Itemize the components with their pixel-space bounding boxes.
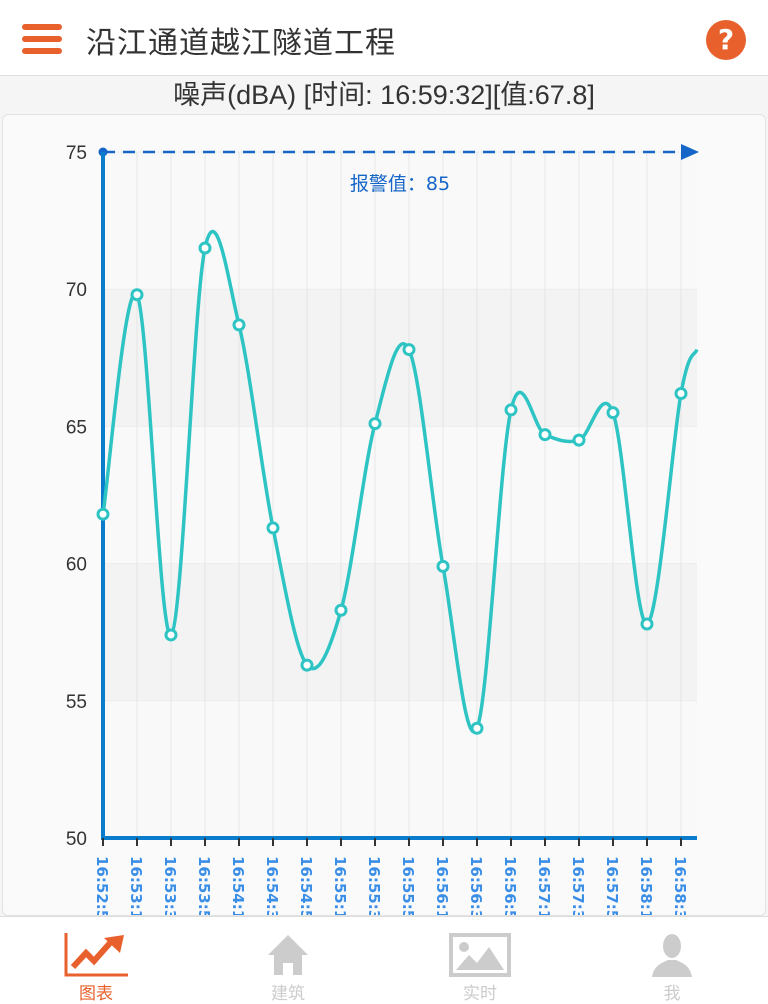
x-tick-label: 16:56:5 — [501, 856, 519, 916]
app-header: 沿江通道越江隧道工程 ? — [0, 0, 768, 76]
grid-band — [103, 289, 697, 427]
data-point — [266, 521, 280, 535]
x-tick-label: 16:58:1 — [637, 856, 655, 916]
house-icon — [268, 935, 308, 975]
x-tick-label: 16:53:3 — [161, 856, 179, 916]
chart-panel: 50 55 60 65 70 75 报警值：85 16:52:5 16:53:1 16:53:3 1… — [2, 114, 766, 916]
nav-label: 建筑 — [271, 984, 305, 1004]
x-tick-label: 16:57:1 — [535, 856, 553, 916]
data-point — [674, 386, 688, 400]
chart-icon — [64, 933, 128, 977]
x-tick-label: 16:54:3 — [263, 856, 281, 916]
page-title: 沿江通道越江隧道工程 — [86, 26, 396, 61]
data-point — [96, 507, 110, 521]
alarm-label: 报警值：85 — [350, 173, 450, 195]
nav-item-chart[interactable]: 图表 — [0, 917, 192, 1004]
data-point — [436, 559, 450, 573]
x-tick-label: 16:55:3 — [365, 856, 383, 916]
x-tick-label: 16:57:5 — [603, 856, 621, 916]
nav-label: 实时 — [463, 984, 497, 1004]
x-tick-label: 16:55:5 — [399, 856, 417, 916]
data-point — [538, 428, 552, 442]
x-tick-label: 16:57:3 — [569, 856, 587, 916]
nav-label: 图表 — [79, 984, 113, 1004]
alarm-arrow-icon — [681, 144, 699, 160]
data-point — [130, 288, 144, 302]
x-tick-label: 16:54:5 — [297, 856, 315, 916]
x-tick-label: 16:52:5 — [93, 856, 111, 916]
data-point — [300, 658, 314, 672]
x-tick-label: 16:53:5 — [195, 856, 213, 916]
nav-item-realtime[interactable]: 实时 — [384, 917, 576, 1004]
y-tick-label: 65 — [66, 417, 87, 438]
data-point — [470, 721, 484, 735]
grid-band — [103, 700, 697, 838]
x-tick-label: 16:58:3 — [671, 856, 689, 916]
y-tick-label: 55 — [66, 692, 87, 713]
data-point — [504, 403, 518, 417]
data-point — [368, 417, 382, 431]
y-tick-label: 70 — [66, 280, 87, 301]
question-icon[interactable]: ? — [706, 20, 746, 60]
x-tick-label: 16:56:3 — [467, 856, 485, 916]
y-tick-label: 60 — [66, 555, 87, 576]
y-tick-label: 50 — [66, 829, 87, 850]
x-tick-label: 16:56:1 — [433, 856, 451, 916]
hamburger-icon[interactable] — [22, 24, 62, 54]
bottom-nav: 图表 建筑 实时 我 — [0, 916, 768, 1004]
noise-chart: 50 55 60 65 70 75 报警值：85 16:52:5 16:53:1 16:53:3 1… — [66, 143, 699, 916]
data-point — [572, 433, 586, 447]
image-icon — [449, 933, 511, 977]
nav-label: 我 — [663, 984, 681, 1004]
x-tick-label: 16:53:1 — [127, 856, 145, 916]
data-point — [606, 406, 620, 420]
data-point — [640, 617, 654, 631]
user-icon — [652, 934, 692, 977]
grid-band — [103, 426, 697, 564]
nav-item-building[interactable]: 建筑 — [192, 917, 384, 1004]
data-point — [334, 603, 348, 617]
grid-band — [103, 563, 697, 701]
data-point — [164, 628, 178, 642]
data-point — [402, 343, 416, 357]
x-tick-label: 16:55:1 — [331, 856, 349, 916]
nav-item-me[interactable]: 我 — [576, 917, 768, 1004]
data-point — [232, 318, 246, 332]
data-point — [198, 241, 212, 255]
x-tick-label: 16:54:1 — [229, 856, 247, 916]
chart-subtitle: 噪声(dBA) [时间: 16:59:32][值:67.8] — [173, 80, 595, 110]
y-tick-label: 75 — [66, 143, 87, 164]
